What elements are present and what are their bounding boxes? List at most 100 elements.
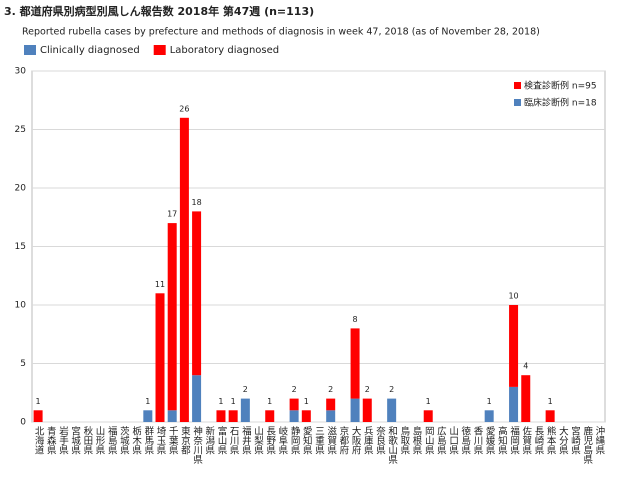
x-tick-label: 山梨県 bbox=[252, 426, 264, 455]
x-tick-label: 長野県 bbox=[264, 426, 276, 455]
bar-segment bbox=[509, 386, 519, 422]
x-tick-label: 山形県 bbox=[94, 426, 106, 455]
bar-segment bbox=[143, 410, 153, 422]
total-label: 1 bbox=[487, 397, 492, 406]
legend-note-swatch bbox=[514, 99, 521, 106]
total-label: 10 bbox=[508, 292, 518, 301]
x-tick-label: 奈良県 bbox=[374, 425, 386, 455]
total-label: 1 bbox=[36, 397, 41, 406]
bar-segment bbox=[192, 211, 202, 376]
x-tick-label: 長崎県 bbox=[532, 426, 544, 455]
y-tick-label: 15 bbox=[15, 242, 26, 252]
x-tick-label: 熊本県 bbox=[545, 425, 557, 455]
bar-segment bbox=[350, 398, 360, 422]
y-tick-label: 30 bbox=[15, 67, 27, 77]
x-tick-label: 兵庫県 bbox=[362, 425, 374, 455]
bar-segment bbox=[265, 410, 275, 422]
bar-segment bbox=[326, 398, 336, 411]
bar-segment bbox=[509, 305, 519, 387]
legend-note: 検査診断例 n=95 bbox=[524, 80, 597, 92]
y-tick-label: 20 bbox=[15, 184, 27, 194]
x-tick-label: 佐賀県 bbox=[520, 425, 532, 455]
x-tick-label: 埼玉県 bbox=[155, 425, 167, 455]
x-tick-label: 東京都 bbox=[179, 425, 191, 455]
x-tick-label: 徳島県 bbox=[459, 425, 471, 455]
x-tick-label: 静岡県 bbox=[289, 425, 301, 455]
x-tick-label: 福岡県 bbox=[508, 425, 520, 455]
total-label: 1 bbox=[218, 397, 223, 406]
x-tick-label: 岩手県 bbox=[57, 425, 69, 455]
chart-title: 3. 都道府県別病型別風しん報告数 2018年 第47週 (n=113) bbox=[4, 4, 314, 18]
y-tick-label: 5 bbox=[20, 359, 26, 369]
bar-segment bbox=[240, 398, 250, 422]
x-tick-label: 大分県 bbox=[557, 425, 569, 455]
legend-note-swatch bbox=[514, 82, 521, 89]
x-tick-label: 石川県 bbox=[228, 426, 240, 455]
bar-segment bbox=[301, 410, 311, 422]
y-tick-label: 25 bbox=[15, 125, 26, 135]
x-tick-label: 島根県 bbox=[411, 425, 423, 455]
bar-segment bbox=[484, 410, 494, 422]
x-tick-label: 沖縄県 bbox=[593, 425, 605, 455]
bar-segment bbox=[289, 398, 299, 411]
total-label: 2 bbox=[365, 385, 370, 394]
x-tick-label: 神奈川県 bbox=[191, 425, 203, 465]
bar-segment bbox=[216, 410, 226, 422]
bar-segment bbox=[33, 410, 43, 422]
y-tick-label: 0 bbox=[20, 418, 26, 428]
bar-segment bbox=[228, 410, 238, 422]
total-label: 2 bbox=[292, 385, 297, 394]
legend-label: Clinically diagnosed bbox=[40, 45, 140, 56]
bar-segment bbox=[167, 223, 177, 411]
total-label: 1 bbox=[548, 397, 553, 406]
x-tick-label: 岐阜県 bbox=[276, 425, 288, 455]
total-label: 1 bbox=[426, 397, 431, 406]
total-label: 2 bbox=[389, 385, 394, 394]
x-tick-label: 福島県 bbox=[106, 425, 118, 455]
total-label: 26 bbox=[179, 104, 189, 113]
total-label: 1 bbox=[267, 397, 272, 406]
bar-segment bbox=[167, 410, 177, 422]
total-label: 1 bbox=[145, 397, 150, 406]
total-label: 2 bbox=[243, 385, 248, 394]
total-label: 1 bbox=[231, 397, 236, 406]
bar-segment bbox=[155, 293, 165, 422]
bar-segment bbox=[423, 410, 433, 422]
x-tick-label: 栃木県 bbox=[130, 425, 142, 455]
total-label: 2 bbox=[328, 385, 333, 394]
x-tick-label: 三重県 bbox=[313, 426, 325, 455]
y-tick-label: 10 bbox=[15, 301, 27, 311]
legend-swatch bbox=[153, 45, 166, 55]
x-tick-label: 北海道 bbox=[33, 426, 45, 455]
x-tick-label: 宮城県 bbox=[69, 425, 81, 455]
x-tick-label: 香川県 bbox=[471, 426, 483, 455]
x-tick-label: 和歌山県 bbox=[386, 426, 398, 465]
bar-segment bbox=[179, 117, 189, 423]
bar-segment bbox=[362, 398, 372, 422]
x-tick-label: 岡山県 bbox=[423, 426, 435, 455]
x-tick-label: 高知県 bbox=[496, 425, 508, 455]
x-tick-label: 富山県 bbox=[215, 425, 227, 455]
x-tick-label: 愛知県 bbox=[301, 425, 313, 455]
total-label: 17 bbox=[167, 210, 177, 219]
x-tick-label: 鹿児島県 bbox=[581, 425, 593, 465]
x-tick-label: 青森県 bbox=[45, 425, 57, 455]
x-tick-label: 鳥取県 bbox=[398, 425, 410, 455]
x-tick-label: 滋賀県 bbox=[325, 425, 337, 455]
bar-segment bbox=[326, 410, 336, 422]
bar-segment bbox=[289, 410, 299, 422]
total-label: 4 bbox=[523, 362, 528, 371]
x-tick-label: 広島県 bbox=[435, 425, 447, 455]
x-tick-label: 愛媛県 bbox=[484, 425, 496, 455]
chart-subtitle: Reported rubella cases by prefecture and… bbox=[22, 27, 540, 38]
bar-segment bbox=[545, 410, 555, 422]
bar-segment bbox=[521, 375, 531, 422]
bar-segment bbox=[350, 328, 360, 399]
legend-label: Laboratory diagnosed bbox=[170, 45, 279, 56]
x-tick-label: 福井県 bbox=[240, 425, 252, 455]
x-tick-label: 群馬県 bbox=[142, 425, 154, 455]
bar-segment bbox=[387, 398, 397, 422]
x-tick-label: 茨城県 bbox=[118, 425, 130, 455]
x-tick-label: 京都府 bbox=[337, 425, 349, 455]
